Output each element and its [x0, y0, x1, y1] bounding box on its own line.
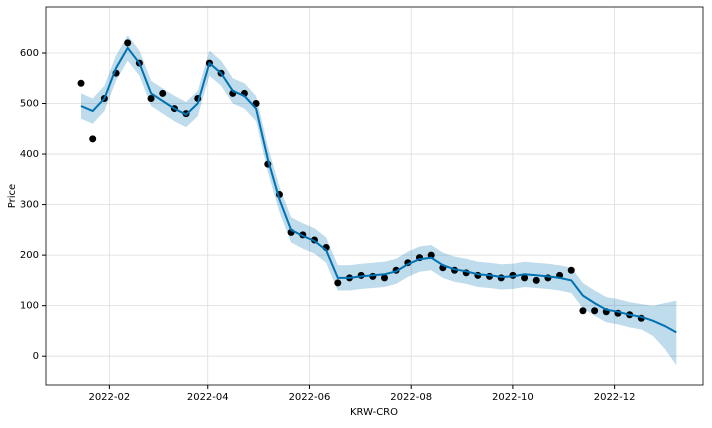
x-tick-label: 2022-08: [390, 392, 432, 403]
x-tick-label: 2022-12: [594, 392, 636, 403]
observed-point: [334, 279, 342, 287]
observed-point: [381, 274, 389, 282]
observed-point: [591, 307, 599, 315]
observed-point: [532, 276, 540, 284]
uncertainty-band: [81, 35, 677, 366]
x-tick-label: 2022-06: [289, 392, 331, 403]
y-tick-label: 500: [20, 99, 39, 110]
observed-point: [147, 94, 155, 102]
y-tick-label: 100: [20, 301, 39, 312]
y-tick-label: 300: [20, 200, 39, 211]
observed-point: [89, 135, 97, 143]
y-axis-label: Price: [7, 184, 18, 208]
observed-point: [159, 89, 167, 97]
y-tick-label: 600: [20, 48, 39, 59]
observed-point: [124, 39, 132, 47]
y-tick-label: 400: [20, 149, 39, 160]
plot-frame: [45, 6, 704, 386]
observed-point: [77, 79, 85, 87]
y-tick-label: 200: [20, 250, 39, 261]
x-axis-label: KRW-CRO: [350, 407, 398, 418]
observed-point: [579, 307, 587, 315]
observed-point: [521, 274, 529, 282]
x-tick-label: 2022-02: [88, 392, 130, 403]
y-tick-label: 0: [33, 351, 39, 362]
observed-point: [427, 251, 435, 259]
forecast-line: [80, 46, 677, 334]
x-tick-label: 2022-04: [187, 392, 229, 403]
observed-point: [567, 266, 575, 274]
x-tick-label: 2022-10: [492, 392, 534, 403]
